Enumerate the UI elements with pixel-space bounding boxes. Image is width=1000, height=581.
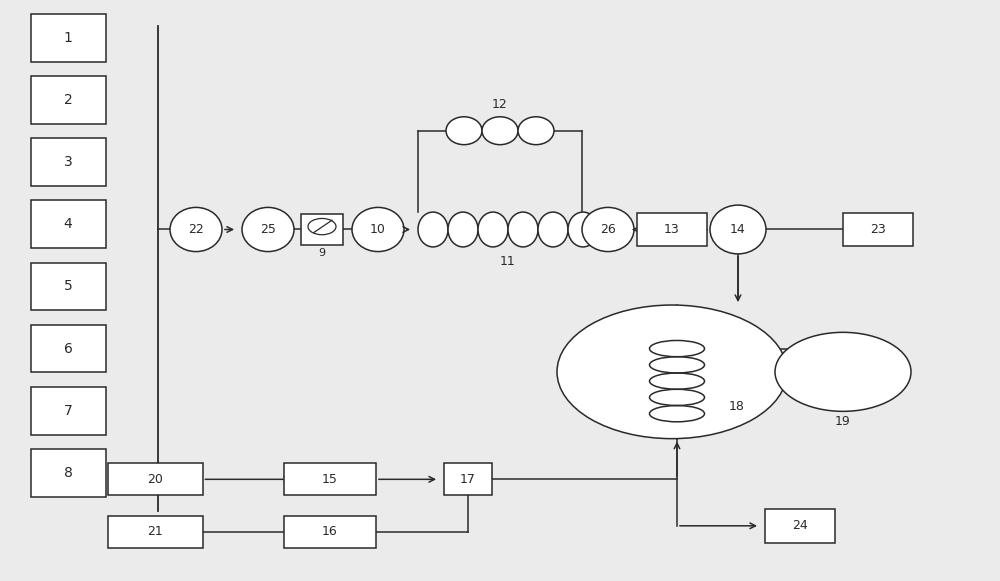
Ellipse shape xyxy=(352,207,404,252)
FancyBboxPatch shape xyxy=(31,76,106,124)
Text: 22: 22 xyxy=(188,223,204,236)
Ellipse shape xyxy=(448,212,478,247)
Text: 13: 13 xyxy=(664,223,680,236)
FancyBboxPatch shape xyxy=(301,214,343,246)
Ellipse shape xyxy=(478,212,508,247)
FancyBboxPatch shape xyxy=(284,516,376,547)
Text: 25: 25 xyxy=(260,223,276,236)
Text: 20: 20 xyxy=(147,473,163,486)
Ellipse shape xyxy=(418,212,448,247)
Ellipse shape xyxy=(170,207,222,252)
FancyBboxPatch shape xyxy=(31,449,106,497)
FancyBboxPatch shape xyxy=(31,387,106,435)
Text: 17: 17 xyxy=(460,473,476,486)
Ellipse shape xyxy=(446,117,482,145)
FancyBboxPatch shape xyxy=(31,325,106,372)
Text: 10: 10 xyxy=(370,223,386,236)
FancyBboxPatch shape xyxy=(765,509,835,543)
Text: 8: 8 xyxy=(64,466,72,480)
FancyBboxPatch shape xyxy=(843,213,913,246)
Circle shape xyxy=(308,218,336,235)
Ellipse shape xyxy=(582,207,634,252)
Ellipse shape xyxy=(482,117,518,145)
Text: 19: 19 xyxy=(835,415,851,428)
FancyBboxPatch shape xyxy=(108,516,202,547)
Text: 6: 6 xyxy=(64,342,72,356)
Text: 16: 16 xyxy=(322,525,338,538)
Ellipse shape xyxy=(518,117,554,145)
FancyBboxPatch shape xyxy=(108,464,202,495)
FancyBboxPatch shape xyxy=(637,213,707,246)
Text: 11: 11 xyxy=(500,255,516,268)
FancyBboxPatch shape xyxy=(31,14,106,62)
FancyBboxPatch shape xyxy=(31,263,106,310)
Text: 18: 18 xyxy=(729,400,745,413)
Text: 26: 26 xyxy=(600,223,616,236)
FancyBboxPatch shape xyxy=(444,464,492,495)
Ellipse shape xyxy=(710,205,766,254)
Ellipse shape xyxy=(242,207,294,252)
Text: 3: 3 xyxy=(64,155,72,169)
Text: 9: 9 xyxy=(318,248,326,258)
Text: 15: 15 xyxy=(322,473,338,486)
Text: 21: 21 xyxy=(147,525,163,538)
Text: 23: 23 xyxy=(870,223,886,236)
FancyBboxPatch shape xyxy=(31,138,106,186)
Text: 4: 4 xyxy=(64,217,72,231)
Text: 2: 2 xyxy=(64,93,72,107)
Text: 24: 24 xyxy=(792,519,808,532)
Circle shape xyxy=(557,305,787,439)
FancyBboxPatch shape xyxy=(31,200,106,248)
Ellipse shape xyxy=(508,212,538,247)
Ellipse shape xyxy=(568,212,598,247)
Text: 1: 1 xyxy=(64,31,72,45)
Text: 5: 5 xyxy=(64,279,72,293)
Text: 12: 12 xyxy=(492,98,508,111)
Ellipse shape xyxy=(538,212,568,247)
Text: 14: 14 xyxy=(730,223,746,236)
Circle shape xyxy=(775,332,911,411)
Text: 7: 7 xyxy=(64,404,72,418)
FancyBboxPatch shape xyxy=(284,464,376,495)
